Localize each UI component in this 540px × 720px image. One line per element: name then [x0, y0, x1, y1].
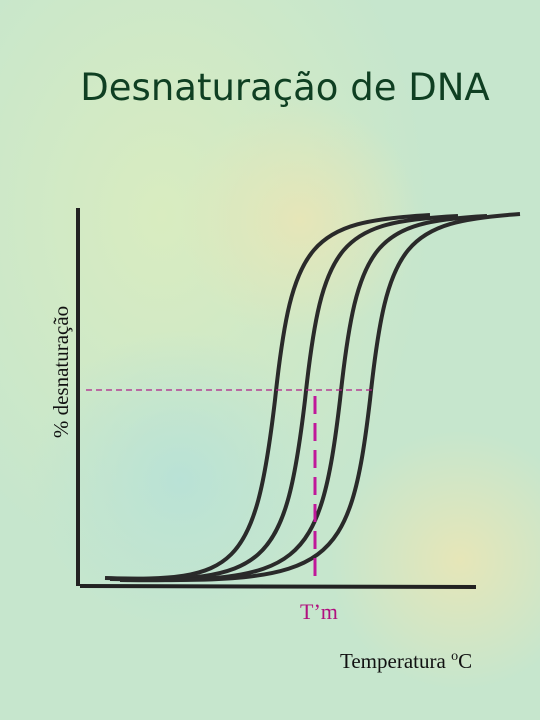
curves	[104, 212, 521, 583]
title: Desnaturação de DNA	[80, 66, 489, 109]
curve	[109, 214, 459, 582]
curve	[129, 212, 521, 583]
x-axis	[79, 584, 477, 589]
x-axis-label: Temperatura oC	[340, 649, 472, 673]
tm-label: T’m	[300, 599, 338, 624]
x-label-text: Temperatura	[340, 649, 451, 673]
y-axis-label: % desnaturação	[49, 306, 73, 438]
x-label-sup: o	[451, 649, 458, 664]
x-label-unit: C	[458, 649, 472, 673]
texture	[330, 430, 540, 690]
curve	[104, 213, 431, 581]
curve	[119, 214, 488, 583]
